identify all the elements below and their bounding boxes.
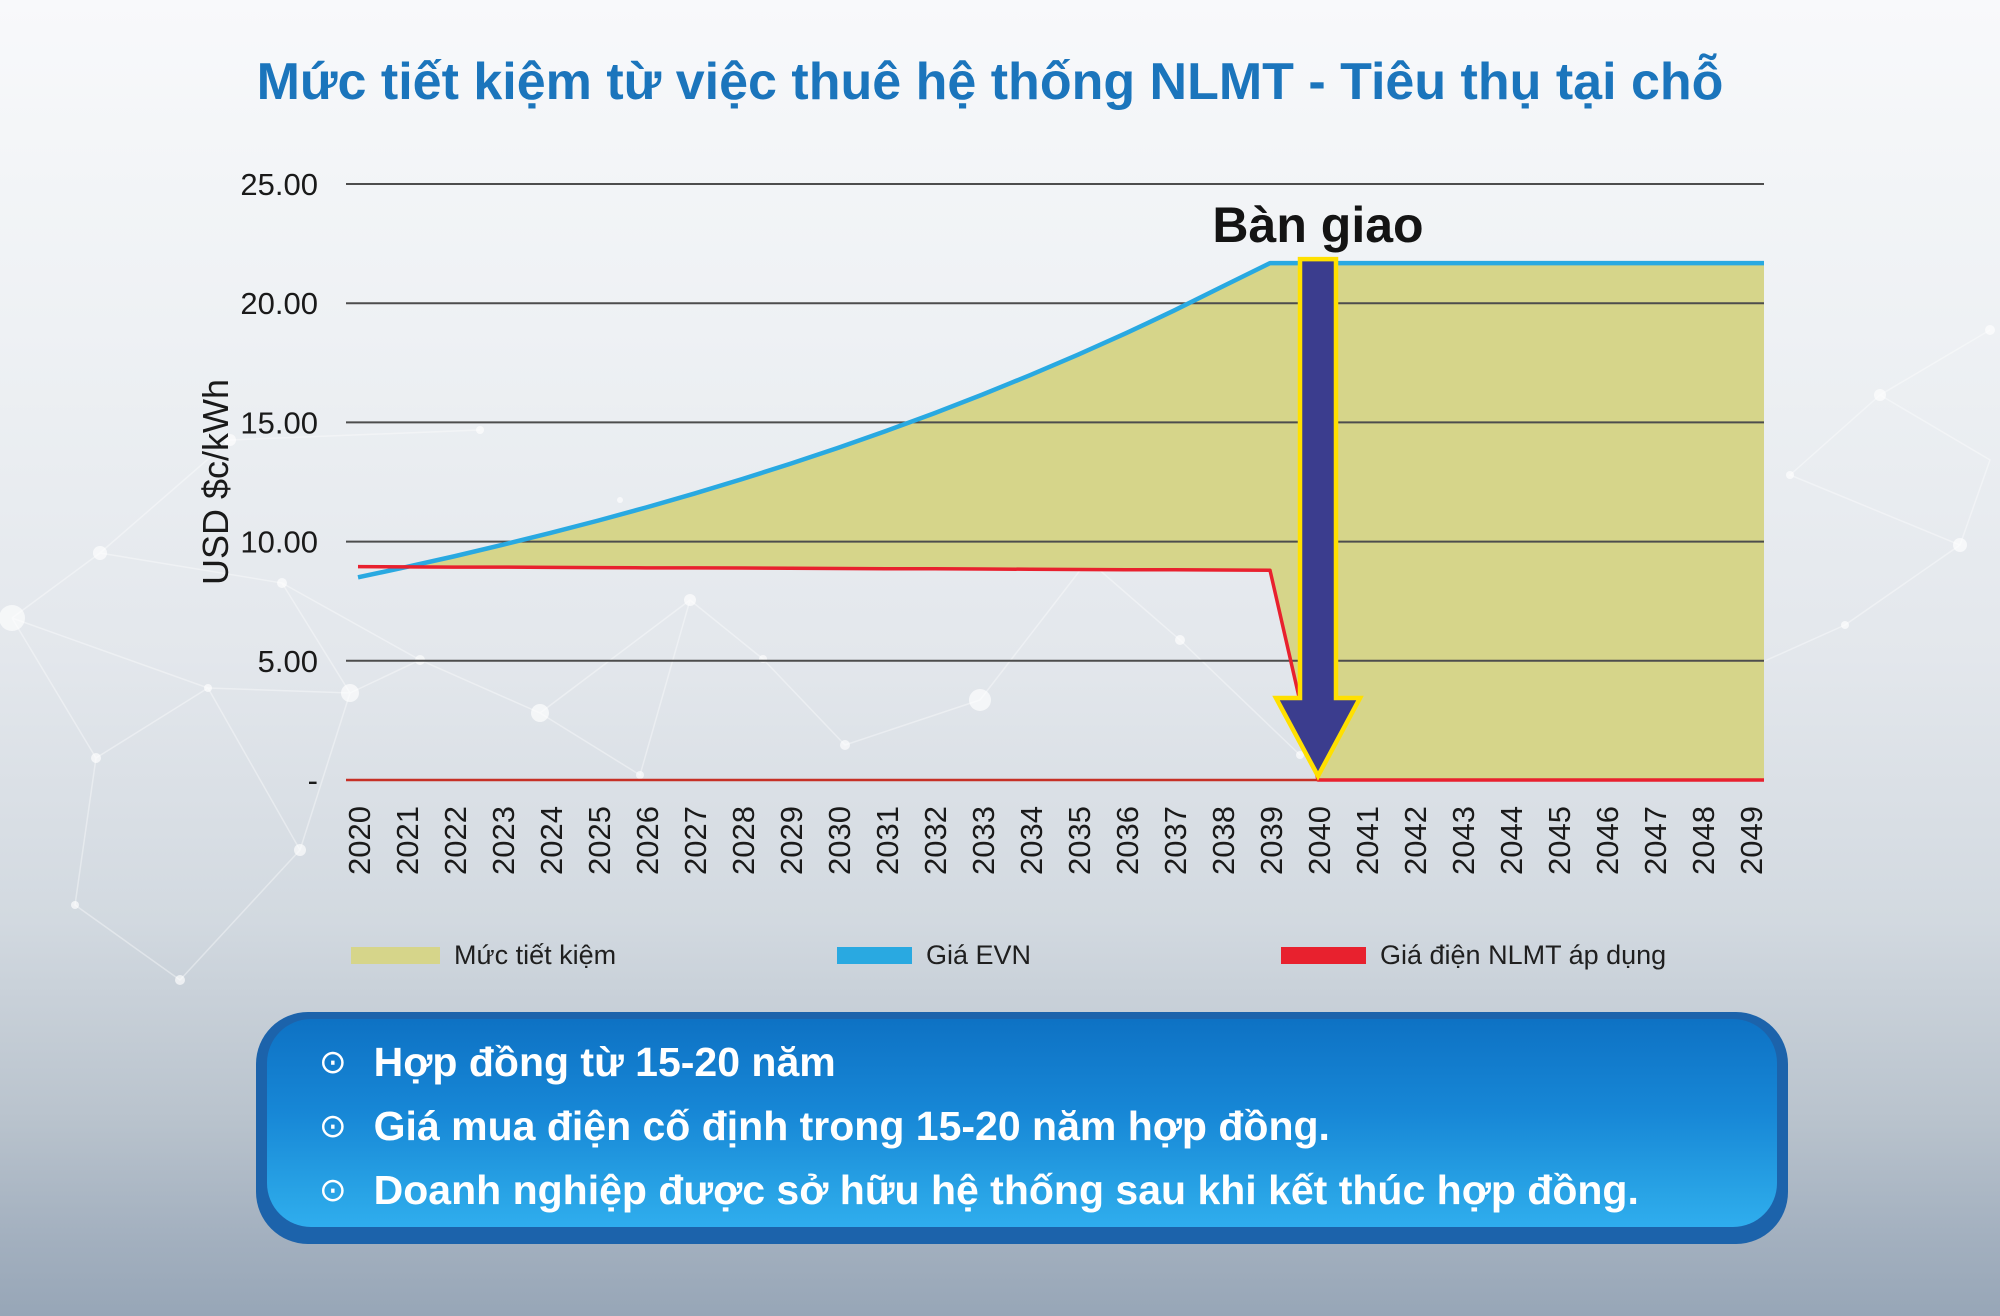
evn-swatch-icon	[837, 946, 912, 964]
y-axis-tick-labels: 25.00 20.00 15.00 10.00 5.00 -	[240, 167, 318, 798]
svg-text:2033: 2033	[966, 806, 1001, 875]
svg-text:2037: 2037	[1158, 806, 1193, 875]
contract-info-box-inner: ⊙ Hợp đồng từ 15-20 năm ⊙ Giá mua điện c…	[267, 1019, 1777, 1227]
legend-item-savings: Mức tiết kiệm	[351, 939, 617, 970]
legend-item-solar: Giá điện NLMT áp dụng	[1281, 939, 1667, 970]
legend-item-evn: Giá EVN	[837, 939, 1032, 970]
svg-text:2046: 2046	[1590, 806, 1625, 875]
svg-text:2032: 2032	[918, 806, 953, 875]
svg-text:2029: 2029	[774, 806, 809, 875]
svg-text:2030: 2030	[822, 806, 857, 875]
svg-text:2049: 2049	[1734, 806, 1769, 875]
svg-text:2042: 2042	[1398, 806, 1433, 875]
svg-text:10.00: 10.00	[240, 525, 318, 560]
bullet-text: Hợp đồng từ 15-20 năm	[373, 1039, 836, 1085]
list-item: ⊙ Giá mua điện cố định trong 15-20 năm h…	[319, 1103, 1737, 1167]
svg-text:2043: 2043	[1446, 806, 1481, 875]
savings-swatch-icon	[351, 946, 440, 964]
gridlines	[346, 183, 1764, 662]
legend-label: Giá điện NLMT áp dụng	[1380, 939, 1667, 970]
svg-text:15.00: 15.00	[240, 405, 318, 440]
svg-text:2031: 2031	[870, 806, 905, 875]
solar-price-line	[357, 564, 1764, 782]
svg-text:25.00: 25.00	[240, 167, 318, 202]
handover-annotation-label: Bàn giao	[1212, 197, 1424, 253]
svg-text:2020: 2020	[342, 806, 377, 875]
svg-text:2024: 2024	[534, 806, 569, 875]
svg-text:2044: 2044	[1494, 806, 1529, 875]
svg-text:2026: 2026	[630, 806, 665, 875]
svg-text:2025: 2025	[582, 806, 617, 875]
legend-label: Giá EVN	[926, 939, 1032, 970]
svg-text:2048: 2048	[1686, 806, 1721, 875]
svg-text:2038: 2038	[1206, 806, 1241, 875]
svg-text:2047: 2047	[1638, 806, 1673, 875]
svg-text:2036: 2036	[1110, 806, 1145, 875]
bullet-text: Giá mua điện cố định trong 15-20 năm hợp…	[373, 1103, 1330, 1149]
svg-text:2027: 2027	[678, 806, 713, 875]
svg-text:2021: 2021	[390, 806, 425, 875]
svg-text:-: -	[308, 763, 318, 798]
bullet-text: Doanh nghiệp được sở hữu hệ thống sau kh…	[373, 1167, 1639, 1213]
contract-info-box: ⊙ Hợp đồng từ 15-20 năm ⊙ Giá mua điện c…	[256, 1012, 1788, 1244]
svg-text:2039: 2039	[1254, 806, 1289, 875]
y-axis-title: USD $c/kWh	[195, 379, 236, 585]
svg-text:20.00: 20.00	[240, 286, 318, 321]
svg-text:2040: 2040	[1302, 806, 1337, 875]
svg-text:5.00: 5.00	[258, 644, 318, 679]
circled-dot-bullet-icon: ⊙	[319, 1171, 347, 1208]
list-item: ⊙ Doanh nghiệp được sở hữu hệ thống sau …	[319, 1167, 1737, 1231]
svg-text:2034: 2034	[1014, 806, 1049, 875]
svg-text:2028: 2028	[726, 806, 761, 875]
legend-label: Mức tiết kiệm	[454, 939, 617, 970]
svg-text:2041: 2041	[1350, 806, 1385, 875]
evn-price-line	[357, 260, 1764, 580]
svg-text:2022: 2022	[438, 806, 473, 875]
circled-dot-bullet-icon: ⊙	[319, 1043, 347, 1080]
svg-text:2023: 2023	[486, 806, 521, 875]
chart-title: Mức tiết kiệm từ việc thuê hệ thống NLMT…	[256, 53, 1724, 111]
svg-text:2045: 2045	[1542, 806, 1577, 875]
list-item: ⊙ Hợp đồng từ 15-20 năm	[319, 1039, 1737, 1103]
handover-arrow-icon	[1272, 256, 1364, 781]
svg-text:2035: 2035	[1062, 806, 1097, 875]
x-axis-year-labels: 2020 2021 2022 2023 2024 2025 2026 2027 2028 2029…	[342, 806, 1769, 875]
savings-area-series	[406, 263, 1764, 780]
solar-swatch-icon	[1281, 946, 1366, 964]
circled-dot-bullet-icon: ⊙	[319, 1107, 347, 1144]
